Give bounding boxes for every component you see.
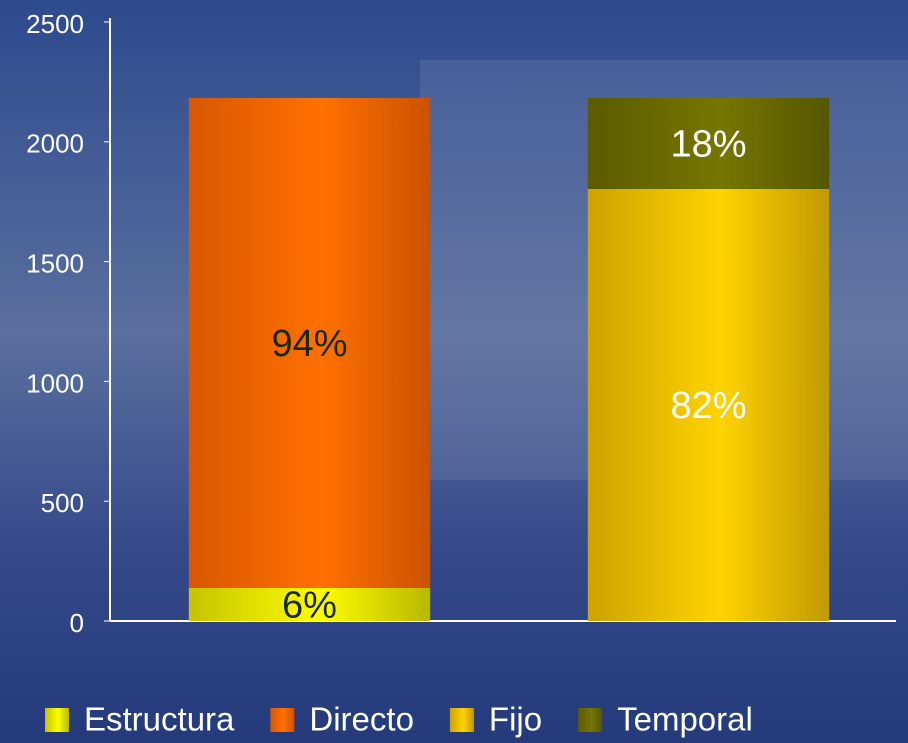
legend-swatch xyxy=(270,708,295,732)
legend-label: Directo xyxy=(309,701,414,738)
y-tick-label: 2000 xyxy=(26,129,84,159)
legend-swatch xyxy=(578,708,603,732)
legend-swatch xyxy=(45,708,69,732)
y-tick-label: 500 xyxy=(41,488,84,518)
data-label: 18% xyxy=(670,124,746,166)
data-label: 6% xyxy=(282,584,337,626)
data-label: 82% xyxy=(670,385,746,427)
bar-segment xyxy=(587,189,830,621)
y-tick-label: 2500 xyxy=(26,9,84,39)
legend-label: Temporal xyxy=(617,701,753,738)
y-tick-label: 1500 xyxy=(26,248,84,278)
legend-swatch xyxy=(449,708,474,732)
data-label: 94% xyxy=(271,323,347,365)
y-tick-label: 0 xyxy=(70,608,84,638)
bar-segment xyxy=(587,97,830,190)
bar-segment xyxy=(188,587,431,621)
legend-label: Estructura xyxy=(84,701,235,738)
legend-label: Fijo xyxy=(489,701,542,738)
y-tick-label: 1000 xyxy=(26,368,84,398)
bar-segment xyxy=(188,97,431,588)
